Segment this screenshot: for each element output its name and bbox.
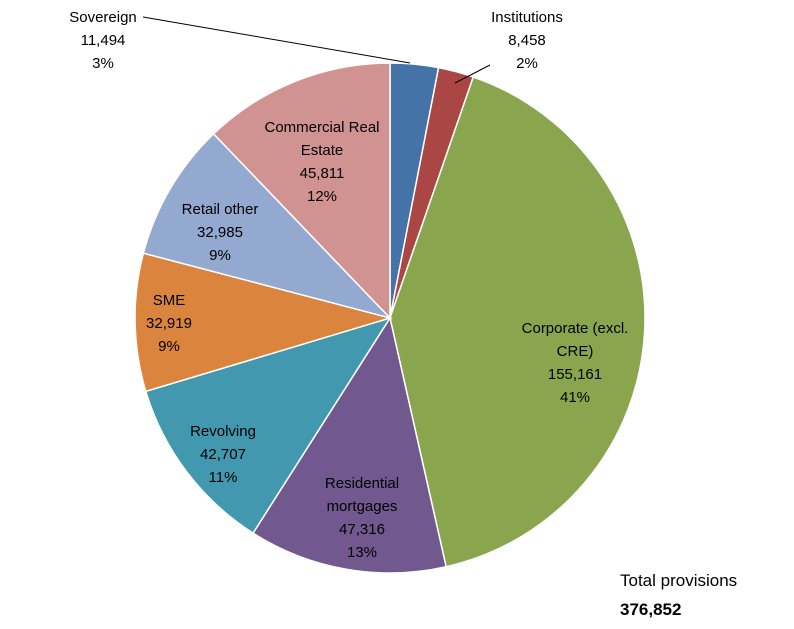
slice-label-retail-other: Retail other 32,985 9%: [182, 201, 259, 264]
pie-slice-residential-mortgages: [252, 316, 448, 574]
slice-label-revolving: Revolving 42,707 11%: [190, 423, 256, 486]
total-provisions-label: Total provisions: [620, 571, 738, 590]
slice-label-sme: SME 32,919 9%: [146, 292, 192, 355]
slice-label-commercial-real-estate: Commercial Real Estate 45,811 12%: [264, 119, 379, 205]
pie-slice-revolving: [144, 316, 392, 535]
pie-slice-retail-other: [142, 132, 393, 320]
slice-label-institutions: Institutions 8,458 2%: [491, 9, 563, 72]
pie-slice-commercial-real-estate: [212, 62, 391, 320]
pie-slice-sme: [134, 252, 393, 393]
total-provisions-value: 376,852: [620, 600, 682, 619]
slice-label-sovereign: Sovereign 11,494 3%: [69, 9, 137, 72]
pie-slice-corporate-excl-cre: [389, 76, 646, 568]
slice-label-residential-mortgages: Residential mortgages 47,316 13%: [325, 475, 399, 561]
leader-line-sovereign: [142, 16, 411, 64]
leader-line-institutions: [454, 64, 491, 84]
slice-label-corporate-excl-cre: Corporate (excl. CRE) 155,161 41%: [522, 320, 629, 406]
